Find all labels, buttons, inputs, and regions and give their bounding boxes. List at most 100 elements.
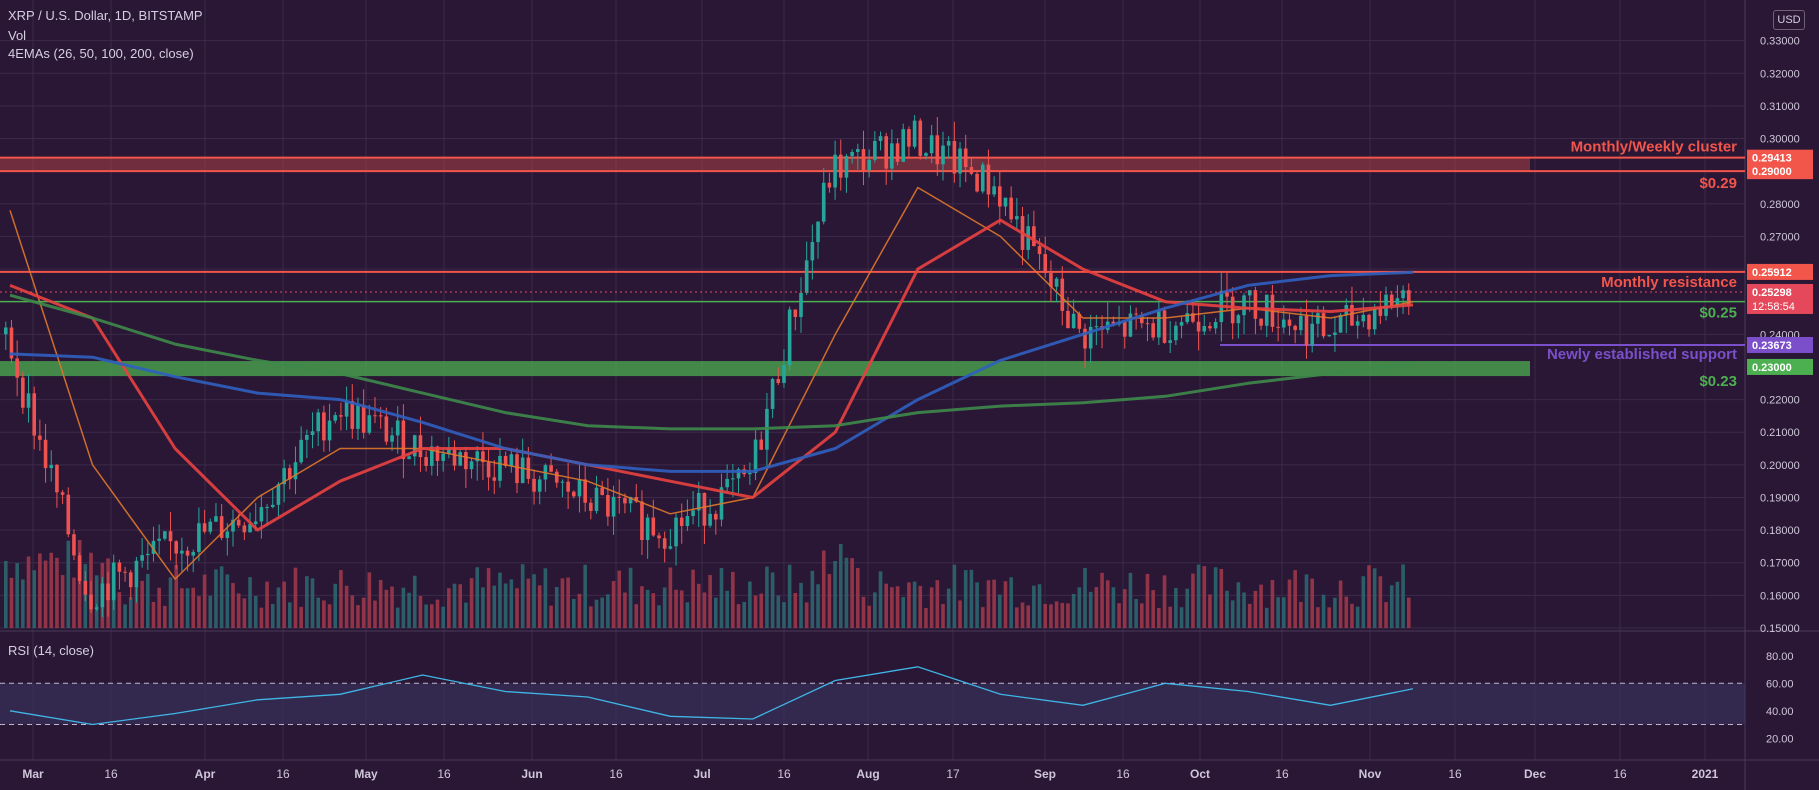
volume-bar — [890, 587, 894, 628]
candle-body — [412, 435, 417, 457]
volume-bars — [4, 539, 1411, 628]
candle-body — [799, 293, 803, 317]
volume-bar — [782, 602, 786, 628]
price-tick-label: 0.28000 — [1760, 199, 1800, 211]
time-tick-label: Aug — [856, 767, 879, 781]
candle-body — [572, 491, 576, 497]
volume-bar — [1066, 603, 1070, 628]
candle-body — [72, 534, 76, 556]
price-tick-label: 0.16000 — [1760, 590, 1800, 602]
candle-body — [816, 221, 820, 243]
volume-bar — [299, 606, 303, 628]
candle-body — [293, 462, 298, 480]
candle-body — [1168, 340, 1172, 343]
candle-body — [986, 164, 991, 195]
volume-bar — [662, 587, 667, 628]
time-tick-label: 16 — [777, 767, 791, 781]
last-price-tag — [1747, 283, 1813, 314]
candle-body — [856, 149, 860, 152]
candle-body — [146, 553, 150, 556]
candle-body — [594, 487, 599, 511]
candle-body — [958, 148, 962, 174]
candle-body — [174, 541, 178, 554]
time-tick-label: 16 — [609, 767, 623, 781]
volume-bar — [691, 569, 695, 628]
candle-body — [526, 457, 531, 479]
candle-body — [134, 560, 139, 588]
candle-body — [469, 461, 474, 470]
candle-body — [1196, 321, 1201, 332]
volume-bar — [566, 577, 570, 628]
volume-bar — [895, 586, 900, 628]
candle-body — [157, 538, 161, 541]
price-tag-text: 0.29413 — [1752, 153, 1792, 165]
volume-bar — [696, 583, 701, 628]
volume-bar — [1293, 570, 1297, 628]
candle-body — [861, 149, 866, 171]
price-tag — [1747, 163, 1813, 180]
candle-body — [850, 151, 854, 157]
volume-bar — [1259, 584, 1263, 628]
candle-body — [782, 365, 786, 383]
candle-body — [873, 140, 877, 160]
volume-bar — [1015, 607, 1019, 628]
candle-body — [1128, 313, 1133, 337]
volume-bar — [1350, 603, 1354, 628]
currency-button[interactable]: USD — [1773, 10, 1805, 30]
volume-bar — [804, 602, 809, 628]
volume-bar — [310, 578, 315, 628]
candle-body — [634, 496, 639, 502]
volume-bar — [725, 590, 729, 628]
volume-bar — [861, 596, 866, 628]
candle-body — [918, 120, 923, 156]
volume-bar — [1367, 565, 1371, 628]
volume-bar — [1049, 604, 1053, 628]
candle-body — [66, 494, 71, 535]
candle-body — [151, 540, 156, 554]
candle-body — [1157, 310, 1161, 338]
volume-bar — [600, 597, 604, 628]
candle-body — [946, 140, 951, 146]
volume-bar — [623, 592, 627, 628]
candle-body — [378, 415, 383, 417]
volume-bar — [645, 589, 650, 628]
volume-bar — [907, 582, 911, 628]
candle-body — [1134, 313, 1138, 315]
candle-body — [1253, 290, 1258, 319]
rsi-tick-label: 60.00 — [1766, 678, 1794, 690]
volume-bar — [1287, 579, 1292, 628]
candle-body — [566, 481, 570, 492]
candle-body — [1145, 323, 1150, 325]
volume-bar — [765, 566, 769, 628]
candle-body — [736, 469, 741, 479]
candle-body — [1395, 298, 1400, 308]
time-tick-label: 17 — [946, 767, 960, 781]
candle-body — [833, 154, 837, 188]
candle-body — [1310, 323, 1314, 346]
volume-bar — [1043, 603, 1048, 628]
volume-bar — [759, 593, 764, 628]
volume-bar — [946, 588, 951, 628]
volume-bar — [191, 587, 196, 628]
candle-body — [890, 143, 894, 169]
candle-body — [731, 478, 735, 480]
candle-body — [322, 412, 326, 441]
candle-body — [753, 439, 758, 473]
volume-bar — [912, 581, 917, 628]
volume-bar — [441, 606, 445, 628]
candle-body — [38, 435, 42, 440]
candle-body — [1054, 278, 1059, 287]
candle-body — [532, 478, 536, 492]
volume-bar — [651, 593, 656, 628]
volume-bar — [1145, 573, 1150, 628]
volume-bar — [1338, 580, 1343, 628]
volume-bar — [1247, 603, 1252, 628]
volume-bar — [827, 574, 832, 628]
volume-bar — [1242, 592, 1246, 628]
candle-body — [1032, 226, 1036, 247]
candle-body — [878, 136, 883, 141]
volume-bar — [1134, 598, 1138, 628]
volume-bar — [430, 604, 434, 628]
volume-bar — [1213, 567, 1218, 628]
